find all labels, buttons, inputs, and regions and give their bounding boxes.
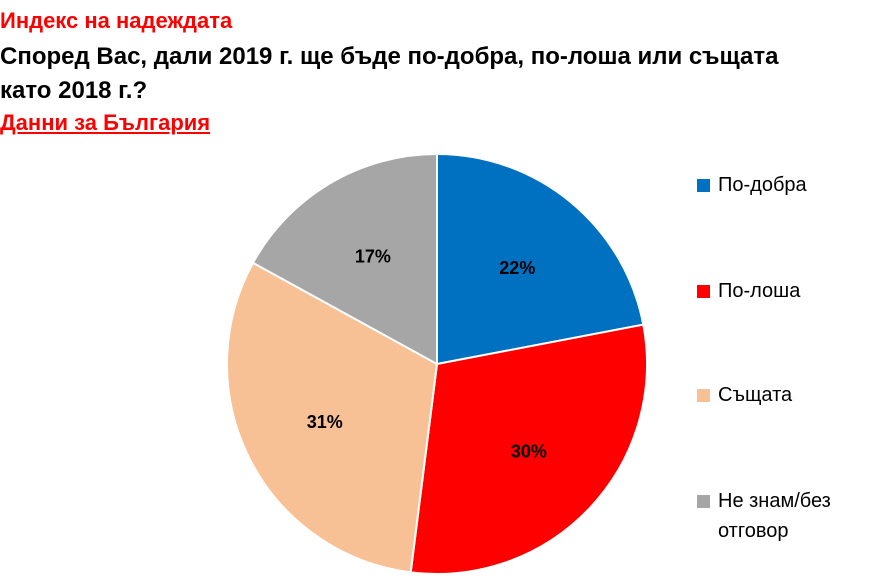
data-label-po-losha: 30% [511,441,547,461]
legend-swatch-ne-znam [697,495,710,508]
chart-subtitle: Данни за България [0,110,211,135]
legend-label-po-dobra: По-добра [718,174,807,196]
legend-label-po-losha: По-лоша [718,280,801,302]
legend-item-po-dobra: По-добра [697,170,868,200]
legend-swatch-sashtata [697,389,710,402]
data-label-po-dobra: 22% [499,258,535,278]
legend-label-ne-znam: Не знам/без отговор [718,490,831,542]
pie-slice-po-losha [409,323,648,575]
question-line-2: като 2018 г.? [0,77,148,104]
legend-item-ne-znam: Не знам/без отговор [697,486,868,546]
legend-item-po-losha: По-лоша [697,276,868,306]
pie-slice-sashtata [226,261,439,574]
pie-slice-ne-znam [251,152,438,366]
legend-item-sashtata: Същата [697,380,868,410]
legend-swatch-po-losha [697,285,710,298]
pie-slice-po-dobra [436,152,645,366]
data-label-sashtata: 31% [307,412,343,432]
chart-question: Според Вас, дали 2019 г. ще бъде по-добр… [0,40,872,108]
chart-title: Индекс на надеждата [0,8,233,33]
legend-swatch-po-dobra [697,179,710,192]
question-line-1: Според Вас, дали 2019 г. ще бъде по-добр… [0,43,779,70]
legend-label-sashtata: Същата [718,384,793,406]
data-label-ne-znam: 17% [355,247,391,267]
